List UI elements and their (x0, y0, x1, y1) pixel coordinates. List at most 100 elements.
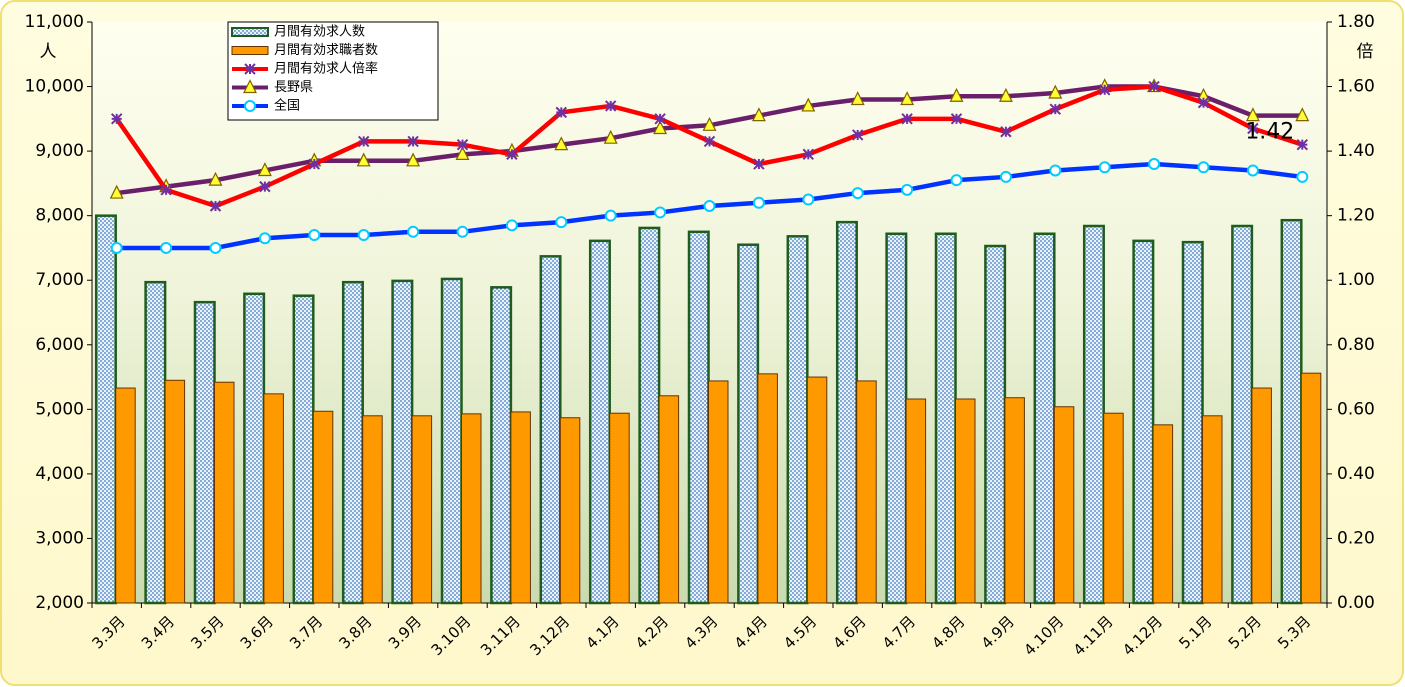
marker (604, 209, 617, 222)
bar (1300, 372, 1322, 604)
marker (209, 241, 222, 254)
legend-swatch (231, 46, 269, 55)
marker (851, 187, 864, 200)
legend-swatch (231, 27, 269, 37)
bar (1132, 239, 1155, 605)
marker (1049, 103, 1062, 115)
marker (1098, 84, 1111, 96)
legend-label: 全国 (274, 98, 300, 114)
y-tick-label: 3,000 (35, 528, 84, 548)
bar (1280, 218, 1303, 605)
bar (1053, 406, 1075, 604)
marker (950, 174, 963, 187)
bar (391, 279, 414, 605)
marker (851, 129, 864, 141)
y2-tick-label: 0.80 (1337, 335, 1375, 355)
bar (1231, 224, 1254, 605)
bar (1082, 224, 1105, 605)
bar (786, 235, 809, 605)
bar (885, 232, 908, 605)
marker (654, 206, 667, 219)
marker (456, 225, 469, 238)
marker (901, 113, 913, 125)
bar (638, 226, 661, 605)
marker (308, 158, 321, 170)
marker (998, 87, 1013, 102)
bar (856, 380, 877, 604)
marker (950, 113, 963, 125)
marker (555, 106, 568, 119)
bar (1004, 397, 1025, 604)
marker (1098, 161, 1111, 174)
bar (835, 220, 858, 605)
bar (539, 255, 562, 605)
bar (905, 398, 927, 604)
y2-tick-label: 0.20 (1337, 528, 1375, 548)
bar (1103, 412, 1124, 604)
marker (357, 135, 370, 148)
data-label: 1.42 (1245, 120, 1294, 145)
y2-tick-label: 0.00 (1337, 593, 1375, 613)
bar (687, 230, 710, 605)
marker (1246, 164, 1259, 177)
legend-label: 長野県 (274, 80, 313, 95)
marker (751, 107, 766, 122)
legend-label: 月間有効求人数 (274, 25, 365, 40)
marker (752, 196, 765, 209)
bar (341, 280, 364, 605)
legend-label: 月間有効求職者数 (274, 43, 378, 58)
marker (1296, 170, 1309, 183)
marker (160, 184, 172, 196)
bar (510, 411, 531, 604)
bar (658, 395, 680, 604)
marker (407, 225, 420, 238)
marker (901, 183, 914, 196)
y-tick-label: 5,000 (35, 399, 84, 419)
bar (708, 380, 729, 604)
marker (1148, 158, 1161, 171)
marker (243, 79, 257, 94)
bar (559, 417, 581, 604)
marker (1148, 80, 1160, 93)
bar (144, 280, 167, 605)
y2-tick-label: 0.40 (1337, 464, 1375, 484)
marker (1296, 138, 1309, 151)
marker (257, 162, 272, 177)
y-tick-label: 2,000 (35, 593, 84, 613)
marker (1048, 84, 1063, 99)
bar (193, 300, 216, 605)
marker (900, 91, 915, 106)
bar (312, 410, 334, 604)
marker (160, 241, 173, 254)
marker (308, 229, 321, 242)
marker (555, 216, 568, 229)
marker (244, 63, 256, 75)
bar (1152, 424, 1174, 604)
y-tick-label: 9,000 (35, 141, 84, 161)
marker (208, 171, 223, 186)
marker (506, 148, 518, 161)
marker (110, 113, 123, 125)
bar (1033, 232, 1056, 605)
marker (850, 91, 865, 106)
marker (1197, 161, 1210, 174)
marker (1000, 126, 1012, 138)
legend-label: 月間有効求人倍率 (274, 61, 378, 77)
marker (1197, 96, 1210, 109)
y2-tick-label: 1.20 (1337, 206, 1375, 226)
bar (461, 413, 482, 604)
y-tick-label: 8,000 (35, 206, 84, 226)
marker (356, 152, 371, 167)
marker (949, 87, 964, 102)
marker (554, 136, 569, 151)
marker (406, 152, 421, 167)
y2-tick-label: 1.40 (1337, 141, 1375, 161)
bar (292, 294, 315, 605)
marker (110, 241, 123, 254)
bar (94, 214, 117, 605)
marker (455, 145, 470, 160)
y-axis-label: 人 (40, 42, 57, 62)
